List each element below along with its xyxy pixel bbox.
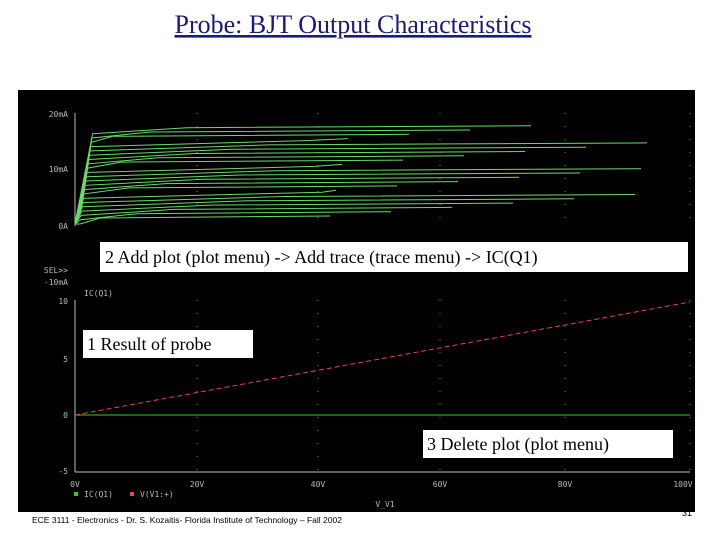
x-label: 40V [311,480,326,489]
y-label: 10mA [49,165,68,174]
plot-area [74,113,691,473]
footer: ECE 3111 - Electronics - Dr. S. Kozaitis… [32,515,342,525]
page-number: 31 [682,508,692,518]
trace-label: IC(Q1) [84,289,113,298]
annotation-box [423,430,673,458]
red-trace [74,301,691,416]
annotation: 1 Result of probe [87,334,211,354]
legend-entry: IC(Q1) [84,490,113,499]
x-label: 100V [673,480,692,489]
legend-swatch [74,492,78,496]
annotation-box [100,242,688,272]
y-label: 5 [63,355,68,364]
x-axis-title: V_V1 [375,500,394,509]
x-label: 80V [558,480,573,489]
legend-entry: V(V1:+) [140,490,174,499]
legend-swatch [130,492,134,496]
slide-title: Probe: BJT Output Characteristics [175,10,532,39]
y-label: 10 [58,297,68,306]
annotation: 3 Delete plot (plot menu) [427,434,609,455]
output-curve [74,206,453,225]
output-curve [75,215,331,225]
output-curve [74,211,392,225]
annotation: 2 Add plot (plot menu) -> Add trace (tra… [105,247,538,268]
y-label: 0 [63,411,68,420]
x-label: 0V [70,480,80,489]
x-label: 60V [433,480,448,489]
x-label: 20V [190,480,205,489]
annotation-box [83,330,253,358]
y-label: -5 [58,467,68,476]
y-label: -10mA [44,278,68,287]
sel-marker: SEL>> [44,266,68,275]
output-curve [74,202,514,225]
y-label: 20mA [49,110,68,119]
output-curve [74,125,532,225]
y-label: 0A [58,222,68,231]
